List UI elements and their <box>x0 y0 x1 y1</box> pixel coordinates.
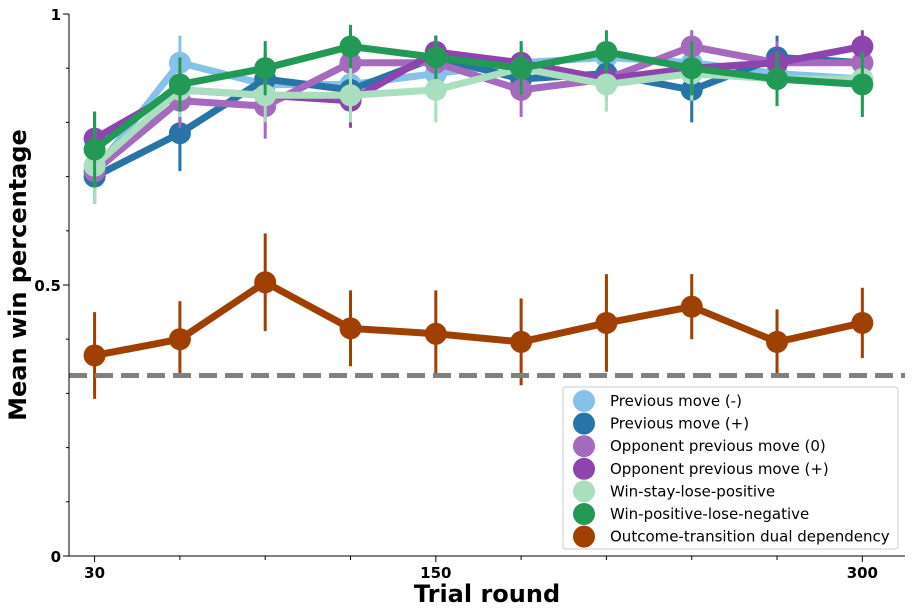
data-point <box>510 330 533 353</box>
series-group <box>83 24 874 188</box>
legend-marker <box>573 525 595 548</box>
data-point <box>595 73 618 96</box>
data-point <box>339 84 362 107</box>
data-point <box>851 73 874 96</box>
legend-marker <box>573 480 595 503</box>
data-point <box>595 311 618 334</box>
data-point <box>680 295 703 318</box>
series-group <box>83 233 874 399</box>
data-point <box>83 138 106 161</box>
series-layer <box>83 24 874 399</box>
legend-frame <box>562 386 899 550</box>
data-point <box>168 73 191 96</box>
data-point <box>680 57 703 80</box>
y-tick-label: 0 <box>51 548 61 566</box>
legend-label: Opponent previous move (+) <box>610 460 829 478</box>
y-tick-label: 0.5 <box>34 277 61 295</box>
legend-marker <box>573 457 595 480</box>
data-point <box>424 78 447 101</box>
data-point <box>766 330 789 353</box>
data-point <box>424 322 447 345</box>
data-point <box>510 57 533 80</box>
series-line <box>91 43 866 153</box>
x-axis-ticks: 30 150 300 <box>84 556 878 582</box>
legend-label: Previous move (-) <box>610 392 742 410</box>
legend-marker <box>573 503 595 525</box>
data-point <box>851 311 874 334</box>
legend-label: Opponent previous move (0) <box>610 437 826 455</box>
x-axis-title: Trial round <box>414 580 560 608</box>
x-tick-label: 300 <box>847 564 878 582</box>
series-group <box>83 30 874 166</box>
legend-marker <box>573 390 595 412</box>
data-point <box>83 344 106 367</box>
data-point <box>424 46 447 69</box>
y-axis-title: Mean win percentage <box>4 129 32 421</box>
legend-marker <box>573 412 595 435</box>
y-axis-ticks: 00.51 <box>34 6 69 566</box>
legend-label: Outcome-transition dual dependency <box>610 528 890 546</box>
data-point <box>851 35 874 58</box>
legend-label: Win-stay-lose-positive <box>610 482 775 500</box>
data-point <box>339 317 362 340</box>
data-point <box>254 271 277 294</box>
legend-label: Win-positive-lose-negative <box>610 505 809 523</box>
x-tick-label: 30 <box>84 564 105 582</box>
data-point <box>595 40 618 63</box>
data-point <box>168 122 191 145</box>
data-point <box>168 328 191 351</box>
series-line <box>91 278 866 359</box>
legend-marker <box>573 435 595 458</box>
x-tick-label: 150 <box>420 564 451 582</box>
y-tick-label: 1 <box>51 6 61 24</box>
data-point <box>766 68 789 91</box>
legend-label: Previous move (+) <box>610 415 749 433</box>
data-point <box>339 35 362 58</box>
data-point <box>254 57 277 80</box>
legend: Previous move (-) Previous move (+) Oppone… <box>562 386 899 550</box>
